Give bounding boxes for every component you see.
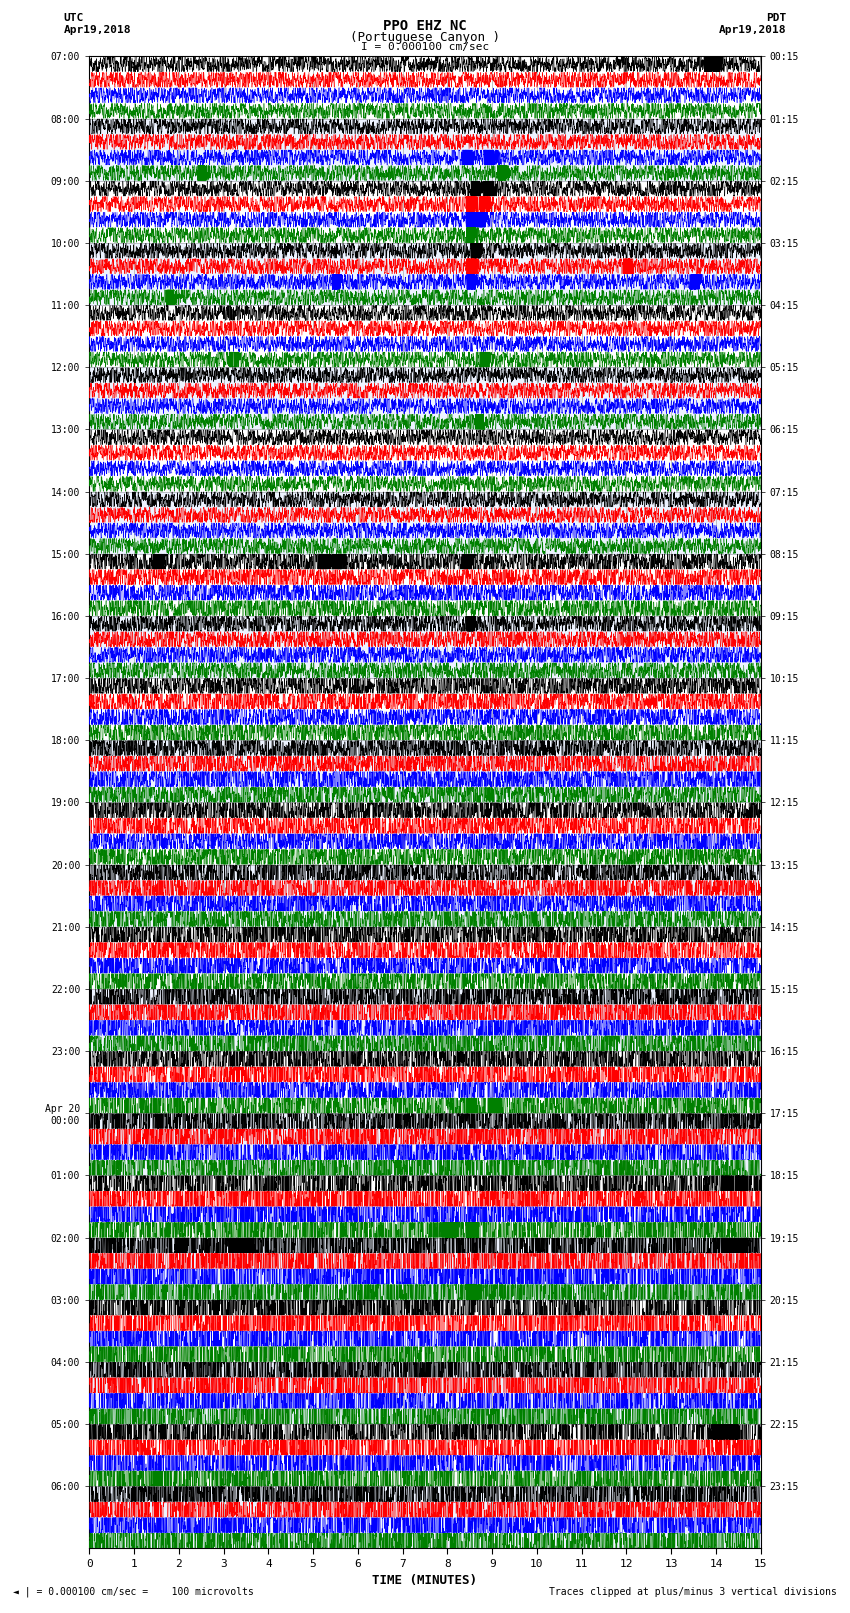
Text: PDT
Apr19,2018: PDT Apr19,2018 <box>719 13 786 34</box>
Bar <box>89 740 761 803</box>
Bar <box>89 492 761 553</box>
Bar <box>89 368 761 429</box>
Bar <box>89 119 761 181</box>
Bar <box>89 244 761 305</box>
Text: Traces clipped at plus/minus 3 vertical divisions: Traces clipped at plus/minus 3 vertical … <box>549 1587 837 1597</box>
Bar <box>89 1361 761 1424</box>
Bar <box>89 1237 761 1300</box>
Text: UTC
Apr19,2018: UTC Apr19,2018 <box>64 13 131 34</box>
X-axis label: TIME (MINUTES): TIME (MINUTES) <box>372 1574 478 1587</box>
Bar <box>89 865 761 927</box>
Text: PPO EHZ NC: PPO EHZ NC <box>383 19 467 34</box>
Bar <box>89 1113 761 1176</box>
Bar <box>89 989 761 1052</box>
Text: I = 0.000100 cm/sec: I = 0.000100 cm/sec <box>361 42 489 52</box>
Bar <box>89 1486 761 1548</box>
Text: (Portuguese Canyon ): (Portuguese Canyon ) <box>350 31 500 44</box>
Bar <box>89 616 761 677</box>
Text: ◄ | = 0.000100 cm/sec =    100 microvolts: ◄ | = 0.000100 cm/sec = 100 microvolts <box>13 1586 253 1597</box>
